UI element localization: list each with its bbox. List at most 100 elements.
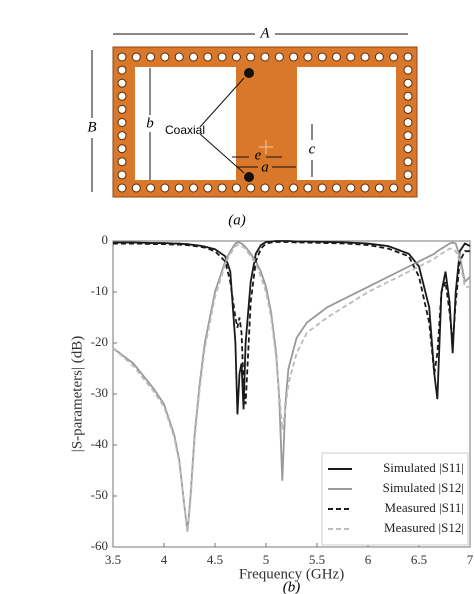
x-tick-label: 4.5: [207, 552, 223, 567]
via: [317, 52, 327, 62]
legend-label: Simulated |S12|: [383, 480, 464, 495]
via: [403, 104, 413, 114]
via: [117, 183, 127, 193]
legend-label: Simulated |S11|: [383, 460, 464, 475]
via: [174, 52, 184, 62]
pointer: [199, 133, 245, 174]
via: [403, 131, 413, 141]
x-tick-label: 7: [467, 552, 474, 567]
via: [403, 157, 413, 167]
series-line: [112, 244, 470, 532]
via: [231, 52, 241, 62]
via: [289, 52, 299, 62]
via: [117, 157, 127, 167]
y-axis-label: |S-parameters| (dB): [69, 336, 85, 452]
via: [374, 183, 384, 193]
via: [146, 183, 156, 193]
chart: 0 -10 -20 -30 -40 -50 -603.5 4 4.5 5 5.5 6 6.5 7 Frequ…: [69, 232, 473, 594]
caption: (b): [283, 579, 301, 594]
via: [403, 183, 413, 193]
vias: [117, 52, 413, 193]
cavity: [297, 67, 396, 180]
via: [131, 183, 141, 193]
via: [117, 52, 127, 62]
via: [246, 183, 256, 193]
via: [117, 118, 127, 127]
y-tick-label: -30: [91, 385, 108, 400]
via: [403, 78, 413, 88]
via: [217, 52, 227, 62]
via: [346, 52, 356, 62]
via: [403, 65, 413, 75]
via: [189, 183, 198, 193]
via: [217, 183, 227, 193]
y-tick-label: -10: [91, 283, 108, 298]
via: [303, 52, 313, 62]
diagram: A B b e a c Coaxial (a): [87, 25, 418, 228]
via: [403, 52, 413, 62]
via: [374, 52, 384, 62]
via: [360, 183, 370, 193]
via: [260, 52, 270, 62]
y-tick-label: -60: [91, 538, 108, 553]
via: [389, 183, 399, 193]
via: [117, 104, 127, 114]
via: [403, 91, 413, 101]
via: [203, 183, 213, 193]
via: [117, 91, 127, 101]
via: [117, 78, 127, 88]
via: [160, 183, 170, 193]
via: [174, 183, 184, 193]
label: e: [255, 147, 262, 163]
caption: (a): [228, 212, 246, 228]
legend-label: Measured |S12|: [384, 520, 464, 535]
via: [146, 52, 156, 62]
x-axis-label: Frequency (GHz): [239, 566, 344, 582]
via: [131, 52, 141, 62]
y-tick-label: -50: [91, 487, 108, 502]
via: [346, 183, 356, 193]
y-tick-label: -20: [91, 334, 108, 349]
y-tick-label: -40: [91, 436, 108, 451]
via: [274, 52, 284, 62]
x-tick-label: 6.5: [411, 552, 427, 567]
via: [389, 52, 399, 62]
via: [117, 131, 127, 141]
via: [203, 52, 213, 62]
label: a: [261, 159, 269, 175]
via: [289, 183, 299, 193]
x-tick-label: 3.5: [105, 552, 121, 567]
x-tick-label: 5: [263, 552, 270, 567]
via: [189, 52, 198, 62]
x-tick-label: 6: [365, 552, 372, 567]
via: [160, 52, 170, 62]
via: [231, 183, 241, 193]
via: [117, 144, 127, 154]
x-tick-label: 5.5: [309, 552, 325, 567]
via: [274, 183, 284, 193]
pointer: [199, 77, 245, 128]
via: [260, 183, 270, 193]
y-tick-label: 0: [102, 232, 109, 247]
series-line: [113, 241, 470, 405]
via: [317, 183, 327, 193]
label: b: [146, 115, 154, 131]
label: A: [259, 25, 270, 41]
via: [246, 52, 256, 62]
label: B: [87, 119, 96, 135]
via: [360, 52, 370, 62]
via: [403, 118, 413, 127]
legend-label: Measured |S11|: [385, 500, 464, 515]
via: [403, 170, 413, 180]
series-line: [113, 240, 471, 415]
label: c: [309, 141, 316, 157]
label: Coaxial: [165, 123, 205, 137]
via: [332, 52, 341, 62]
via: [117, 170, 127, 180]
coax-probe: [244, 172, 254, 182]
via: [403, 144, 413, 154]
via: [117, 65, 127, 75]
cavity: [135, 67, 236, 180]
